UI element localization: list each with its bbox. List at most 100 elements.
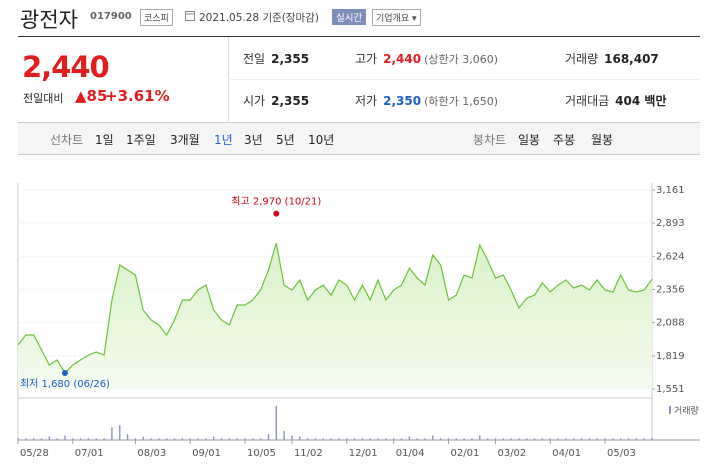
volume-bar	[48, 436, 51, 440]
tab-label: 선차트	[50, 133, 84, 147]
stat-label: 거래대금	[565, 94, 610, 108]
volume-bar	[408, 436, 411, 440]
volume-bar	[400, 438, 403, 440]
volume-bar	[377, 438, 379, 440]
volume-bar	[353, 438, 356, 440]
divider	[228, 79, 700, 80]
volume-bar	[158, 438, 160, 440]
volume-bar	[244, 438, 246, 440]
x-tick-label: 03/02	[497, 448, 526, 459]
volume-bar	[56, 438, 58, 440]
volume-bar	[338, 438, 340, 440]
tab-label: 봉차트	[473, 133, 507, 147]
change: ▲85	[75, 87, 108, 105]
volume-bar	[549, 438, 551, 440]
volume-bar	[557, 438, 559, 440]
volume-bar	[346, 438, 348, 440]
volume-bar	[173, 438, 176, 440]
volume-bar	[259, 438, 262, 440]
volume-bar	[103, 438, 105, 440]
volume-bar	[393, 438, 395, 440]
stat-label: 저가	[355, 94, 378, 108]
stat-note: (상한가 3,060)	[424, 53, 498, 66]
volume-legend-icon	[669, 406, 671, 414]
volume-bar	[424, 438, 426, 440]
volume-bar	[291, 435, 293, 440]
stat-value: 2,440	[383, 52, 422, 66]
period-tab[interactable]: 1일	[95, 133, 114, 147]
volume-bar	[119, 425, 121, 440]
stat: 고가 2,440 (상한가 3,060)	[355, 50, 498, 67]
volume-bar	[455, 438, 458, 440]
volume-label: 거래량	[674, 405, 699, 417]
extreme-dot	[61, 370, 68, 377]
y-tick-label: 2,088	[656, 318, 685, 329]
period-tab[interactable]: 10년	[308, 133, 335, 147]
period-tab[interactable]: 1년	[214, 133, 233, 147]
candle-tab[interactable]: 주봉	[553, 133, 576, 147]
volume-bar	[533, 438, 536, 440]
tab-bar: 선차트 1일 1주일 3개월 1년 3년 5년 10년 봉차트 일봉 주봉 월봉	[18, 122, 700, 155]
volume-bar	[369, 438, 371, 440]
volume-bar	[134, 438, 137, 440]
period-tab[interactable]: 1주일	[126, 133, 156, 147]
x-tick-label: 05/28	[20, 448, 49, 459]
volume-bar	[299, 436, 301, 440]
x-tick-label: 05/03	[607, 448, 636, 459]
volume-bar	[95, 438, 97, 440]
x-tick-label: 02/01	[450, 448, 479, 459]
price: 2,440	[22, 50, 110, 84]
volume-bar	[643, 438, 645, 440]
y-tick-label: 2,624	[656, 251, 685, 262]
volume-bar	[471, 438, 473, 440]
stat: 거래량 168,407	[565, 50, 659, 67]
volume-bar	[306, 438, 309, 440]
y-tick-label: 2,893	[656, 218, 685, 229]
volume-bar	[604, 438, 606, 440]
volume-bar	[150, 438, 152, 440]
volume-bar	[212, 436, 215, 440]
volume-bar	[416, 438, 418, 440]
volume-bar	[236, 438, 238, 440]
candle-tab[interactable]: 월봉	[591, 133, 614, 147]
company-info: 기업개요	[376, 14, 410, 24]
volume-bar	[228, 438, 231, 440]
volume-bar	[588, 438, 591, 440]
volume-bar	[385, 438, 387, 440]
volume-bar	[612, 438, 614, 440]
period-tab[interactable]: 3년	[244, 133, 263, 147]
volume-bar	[565, 438, 567, 440]
stat: 전일 2,355	[243, 50, 309, 67]
volume-bar	[205, 438, 207, 440]
volume-bar	[330, 438, 332, 440]
stat-note: (하한가 1,650)	[424, 95, 498, 108]
candle-tab[interactable]: 일봉	[518, 133, 541, 147]
y-tick-label: 1,819	[656, 351, 685, 362]
calendar-icon	[185, 11, 195, 21]
period-tab[interactable]: 3개월	[170, 133, 200, 147]
y-tick-label: 2,356	[656, 285, 685, 296]
volume-bar	[283, 430, 285, 440]
volume-bar	[197, 438, 199, 440]
y-tick-label: 1,551	[656, 384, 685, 395]
period-tab[interactable]: 5년	[276, 133, 295, 147]
volume-bar	[189, 438, 191, 440]
area	[18, 243, 652, 389]
volume-bar	[111, 427, 113, 440]
stat-value: 2,355	[271, 52, 310, 66]
extreme-label: 최고 2,970 (10/21)	[231, 196, 321, 208]
stat-label: 고가	[355, 52, 378, 66]
volume-bar	[17, 438, 19, 440]
x-tick-label: 04/01	[552, 448, 581, 459]
volume-bar	[596, 438, 598, 440]
extreme-label: 최저 1,680 (06/26)	[20, 378, 110, 390]
volume-bar	[494, 438, 497, 440]
volume-bar	[126, 434, 129, 440]
realtime-badge[interactable]: 실시간	[332, 9, 367, 25]
x-tick-label: 01/04	[396, 448, 425, 459]
volume-bar	[486, 438, 489, 440]
market-badge: 코스피	[140, 9, 173, 26]
stat-value: 2,355	[271, 94, 310, 108]
company-info-dropdown[interactable]: 기업개요 ▾	[372, 9, 421, 26]
